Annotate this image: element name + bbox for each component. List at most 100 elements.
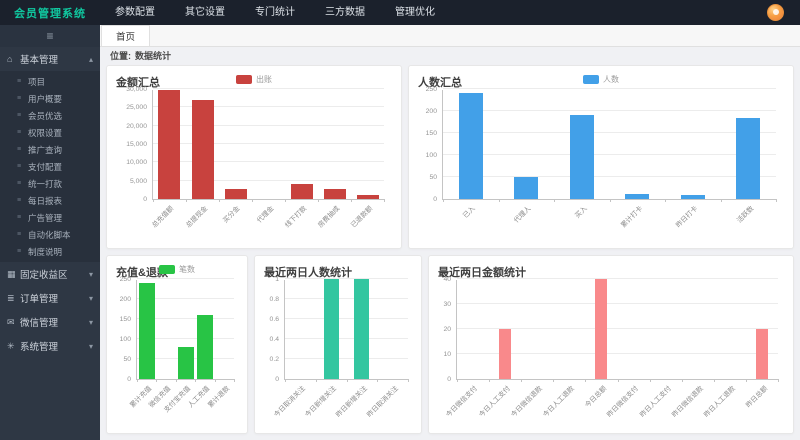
sidebar-section-订单管理[interactable]: ≣ 订单管理 ▾ xyxy=(0,286,100,310)
chevron-down-icon: ▾ xyxy=(88,341,93,351)
gridline xyxy=(285,278,408,279)
x-axis-tick xyxy=(553,379,555,382)
y-axis-tick-label: 20 xyxy=(443,326,451,333)
sidebar-item-权限设置[interactable]: ≡ 权限设置 xyxy=(0,124,100,141)
x-axis-tick xyxy=(408,379,409,382)
bullet-icon: ≡ xyxy=(17,163,22,170)
chevron-down-icon: ▾ xyxy=(88,269,93,279)
card-recharge-refund: 充值&退款 笔数 0 50 100 150 200 250 累计充值 微信充值 支付宝充值 人工充… xyxy=(106,255,248,434)
sidebar-item-label: 制度说明 xyxy=(28,246,63,257)
tab-home[interactable]: 首页 xyxy=(101,25,151,46)
sidebar-section-基本管理[interactable]: ⌂ 基本管理 ▴ xyxy=(0,47,100,71)
gridline xyxy=(443,110,776,111)
chart-title: 最近两日金额统计 xyxy=(438,267,526,279)
sidebar-item-统一打款[interactable]: ≡ 统一打款 xyxy=(0,175,100,192)
y-axis-tick-label: 150 xyxy=(425,130,437,137)
bar xyxy=(323,279,339,379)
sidebar-item-制度说明[interactable]: ≡ 制度说明 xyxy=(0,243,100,260)
bar-chart-two-day-amount: 0 10 20 30 40 今日微信支付 今日人工支付 今日微信退款 今日人工退款 今日总额 昨日微… xyxy=(438,276,784,430)
bullet-icon: ≡ xyxy=(17,112,22,119)
sidebar-item-label: 支付配置 xyxy=(28,161,63,172)
sidebar-item-支付配置[interactable]: ≡ 支付配置 xyxy=(0,158,100,175)
x-axis-labels: 今日微信支付 今日人工支付 今日微信退款 今日人工退款 今日总额 昨日微信支付 昨日人工支付… xyxy=(445,385,769,419)
sidebar-item-用户概要[interactable]: ≡ 用户概要 xyxy=(0,90,100,107)
y-axis-tick-label: 25,000 xyxy=(126,104,147,112)
y-axis-tick-label: 30 xyxy=(443,301,451,308)
x-axis-labels: 累计充值 微信充值 支付宝充值 人工充值 累计退款 xyxy=(128,385,232,415)
sidebar-item-项目[interactable]: ≡ 项目 xyxy=(0,73,100,90)
x-axis-tick xyxy=(617,379,619,382)
gridline xyxy=(443,88,776,89)
nav-item-5[interactable]: 管理优化 xyxy=(395,7,435,18)
sidebar-item-推广查询[interactable]: ≡ 推广查询 xyxy=(0,141,100,158)
bar xyxy=(595,279,608,379)
sidebar-item-label: 项目 xyxy=(28,76,46,87)
x-axis-labels: 今日取消关注 今日新增关注 昨日新增关注 昨日取消关注 xyxy=(272,385,400,419)
sidebar-item-label: 统一打款 xyxy=(28,178,63,189)
nav-item-1[interactable]: 参数配置 xyxy=(115,7,155,18)
bullet-icon: ≡ xyxy=(17,95,22,102)
sidebar-item-广告管理[interactable]: ≡ 广告管理 xyxy=(0,209,100,226)
gridline xyxy=(457,278,778,279)
x-axis-tick xyxy=(443,199,444,202)
sidebar-collapse-button[interactable]: ≡ xyxy=(0,25,100,47)
home-icon: ⌂ xyxy=(7,54,13,64)
breadcrumb-label: 位置: xyxy=(110,50,131,61)
sidebar-item-label: 权限设置 xyxy=(28,127,63,138)
x-axis-tick xyxy=(554,199,555,202)
sidebar-item-label: 推广查询 xyxy=(28,144,63,155)
x-axis-tick xyxy=(318,199,319,202)
legend-label: 人数 xyxy=(603,75,619,84)
y-axis-tick-label: 200 xyxy=(425,108,437,115)
plot-area xyxy=(442,88,777,202)
y-axis-tick-label: 0.4 xyxy=(269,336,279,343)
sidebar-item-label: 用户概要 xyxy=(28,93,63,104)
sidebar-item-会员优选[interactable]: ≡ 会员优选 xyxy=(0,107,100,124)
y-axis-tick-label: 0.2 xyxy=(269,356,279,363)
breadcrumb: 位置: 数据统计 xyxy=(100,47,800,63)
sidebar-section-label: 系统管理 xyxy=(20,342,59,353)
y-axis-tick-label: 250 xyxy=(425,86,437,93)
bullet-icon: ≡ xyxy=(17,248,22,255)
legend-item[interactable]: 笔数 xyxy=(159,264,195,275)
sidebar-section-固定收益区[interactable]: ▦ 固定收益区 ▾ xyxy=(0,262,100,286)
gridline xyxy=(137,278,234,279)
sidebar-item-每日报表[interactable]: ≡ 每日报表 xyxy=(0,192,100,209)
legend-item[interactable]: 出账 xyxy=(236,74,272,85)
gridline xyxy=(153,124,384,126)
nav-item-3[interactable]: 专门统计 xyxy=(255,7,295,18)
bar xyxy=(354,279,370,379)
y-axis-tick-label: 0 xyxy=(127,376,131,383)
plot-area xyxy=(136,278,235,382)
nav-item-4[interactable]: 三方数据 xyxy=(325,7,365,18)
y-axis-tick-label: 40 xyxy=(443,276,451,283)
gridline xyxy=(153,179,384,181)
legend-swatch xyxy=(236,75,252,84)
gridline xyxy=(153,161,384,163)
y-axis-tick-label: 250 xyxy=(119,276,131,283)
main-area: 首页 位置: 数据统计 金额汇总 出账 0 5,000 10,000 15,000 20… xyxy=(100,25,800,440)
sidebar-item-label: 自动化脚本 xyxy=(28,229,71,240)
x-axis-tick xyxy=(214,379,216,382)
bar xyxy=(158,90,181,199)
sidebar-section-系统管理[interactable]: ✳ 系统管理 ▾ xyxy=(0,334,100,358)
bar xyxy=(191,100,214,199)
bar xyxy=(177,347,194,379)
gridline xyxy=(443,176,776,177)
x-axis-tick xyxy=(156,379,158,382)
y-axis-tick-label: 0 xyxy=(433,196,437,203)
gridline xyxy=(153,143,384,144)
x-axis-tick xyxy=(234,379,235,382)
gridline xyxy=(153,106,384,108)
nav-item-2[interactable]: 其它设置 xyxy=(185,7,225,18)
user-avatar-icon[interactable] xyxy=(767,4,784,21)
legend-item[interactable]: 人数 xyxy=(583,74,619,85)
x-axis-tick xyxy=(609,199,611,202)
sidebar-section-微信管理[interactable]: ✉ 微信管理 ▾ xyxy=(0,310,100,334)
chevron-down-icon: ▾ xyxy=(88,317,93,327)
sidebar-item-自动化脚本[interactable]: ≡ 自动化脚本 xyxy=(0,226,100,243)
x-axis-tick xyxy=(498,199,500,202)
sidebar-section-label: 基本管理 xyxy=(20,55,59,66)
x-axis-tick xyxy=(195,379,197,382)
legend-swatch xyxy=(583,75,599,84)
